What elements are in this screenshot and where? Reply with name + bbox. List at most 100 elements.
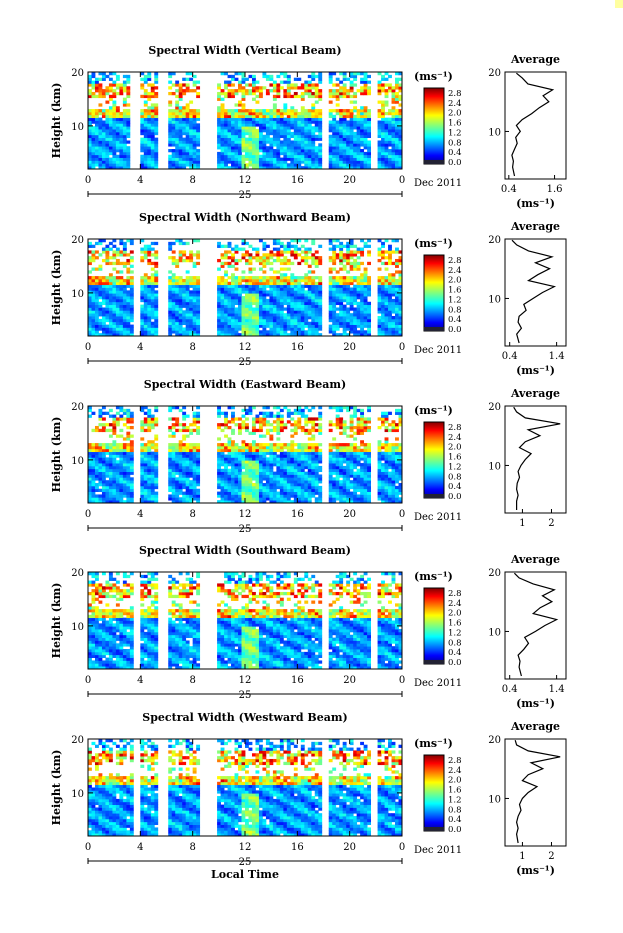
- heatmap-cell: [346, 143, 350, 146]
- heatmap-cell: [116, 463, 120, 466]
- heatmap-cell: [385, 152, 389, 155]
- heatmap-cell: [221, 121, 225, 124]
- heatmap-cell: [280, 290, 284, 293]
- heatmap-cell: [228, 477, 232, 480]
- heatmap-cell: [168, 149, 172, 152]
- heatmap-cell: [343, 146, 347, 149]
- heatmap-cell: [357, 112, 361, 115]
- heatmap-cell: [339, 109, 343, 112]
- heatmap-cell: [318, 121, 322, 124]
- heatmap-cell: [95, 457, 99, 460]
- heatmap-cell: [147, 409, 151, 412]
- heatmap-cell: [217, 83, 221, 86]
- heatmap-cell: [336, 325, 340, 328]
- heatmap-cell: [130, 443, 134, 446]
- heatmap-cell: [88, 313, 92, 316]
- heatmap-cell: [242, 288, 246, 291]
- heatmap-cell: [231, 412, 235, 415]
- heatmap-cell: [255, 115, 259, 118]
- heatmap-cell: [350, 112, 354, 115]
- heatmap-cell: [175, 118, 179, 121]
- heatmap-cell: [224, 469, 228, 472]
- heatmap-cell: [273, 327, 277, 330]
- heatmap-cell: [116, 443, 120, 446]
- heatmap-cell: [126, 78, 130, 81]
- heatmap-cell: [311, 132, 315, 135]
- heatmap-cell: [123, 132, 127, 135]
- heatmap-cell: [221, 118, 225, 121]
- heatmap-cell: [140, 477, 144, 480]
- heatmap-cell: [255, 143, 259, 146]
- heatmap-cell: [385, 95, 389, 98]
- heatmap-cell: [262, 129, 266, 132]
- x-tick-label: 16: [291, 342, 304, 353]
- heatmap-cell: [381, 163, 385, 166]
- heatmap-cell: [221, 279, 225, 282]
- heatmap-cell: [378, 92, 382, 95]
- heatmap-cell: [357, 132, 361, 135]
- colorbar-tick-label: 2.4: [448, 266, 462, 276]
- heatmap-cell: [311, 322, 315, 325]
- heatmap-cell: [179, 126, 183, 129]
- heatmap-cell: [193, 138, 197, 141]
- heatmap-cell: [144, 290, 148, 293]
- heatmap-cell: [235, 466, 239, 469]
- heatmap-cell: [266, 282, 270, 285]
- heatmap-cell: [242, 443, 246, 446]
- heatmap-cell: [144, 89, 148, 92]
- heatmap-cell: [126, 95, 130, 98]
- heatmap-cell: [168, 417, 172, 420]
- heatmap-cell: [255, 256, 259, 259]
- heatmap-cell: [105, 92, 109, 95]
- heatmap-cell: [329, 290, 333, 293]
- heatmap-cell: [98, 497, 102, 500]
- heatmap-cell: [273, 319, 277, 322]
- heatmap-cell: [144, 250, 148, 253]
- heatmap-cell: [154, 313, 158, 316]
- heatmap-cell: [88, 325, 92, 328]
- heatmap-cell: [168, 293, 172, 296]
- heatmap-cell: [126, 123, 130, 126]
- heatmap-cell: [339, 143, 343, 146]
- heatmap-cell: [196, 282, 200, 285]
- heatmap-cell: [123, 109, 127, 112]
- heatmap-cell: [290, 262, 294, 265]
- heatmap-cell: [378, 129, 382, 132]
- heatmap-cell: [360, 140, 364, 143]
- heatmap-cell: [102, 160, 106, 163]
- heatmap-cell: [221, 143, 225, 146]
- heatmap-cell: [196, 480, 200, 483]
- heatmap-cell: [235, 163, 239, 166]
- heatmap-cell: [280, 305, 284, 308]
- heatmap-cell: [175, 486, 179, 489]
- heatmap-cell: [147, 480, 151, 483]
- heatmap-cell: [154, 452, 158, 455]
- heatmap-cell: [357, 282, 361, 285]
- colorbar: [424, 88, 444, 164]
- heatmap-cell: [98, 313, 102, 316]
- heatmap-cell: [217, 455, 221, 458]
- heatmap-cell: [311, 106, 315, 109]
- heatmap-cell: [196, 474, 200, 477]
- heatmap-cell: [242, 149, 246, 152]
- heatmap-cell: [109, 457, 113, 460]
- heatmap-cell: [154, 106, 158, 109]
- heatmap-cell: [385, 135, 389, 138]
- heatmap-cell: [297, 135, 301, 138]
- heatmap-cell: [109, 98, 113, 101]
- heatmap-cell: [189, 480, 193, 483]
- heatmap-cell: [119, 415, 123, 418]
- heatmap-cell: [105, 429, 109, 432]
- heatmap-cell: [126, 460, 130, 463]
- heatmap-cell: [364, 89, 368, 92]
- heatmap-cell: [255, 293, 259, 296]
- heatmap-cell: [346, 123, 350, 126]
- heatmap-cell: [301, 140, 305, 143]
- heatmap-cell: [248, 290, 252, 293]
- heatmap-cell: [105, 112, 109, 115]
- heatmap-cell: [182, 480, 186, 483]
- heatmap-cell: [95, 129, 99, 132]
- heatmap-cell: [346, 253, 350, 256]
- heatmap-cell: [287, 296, 291, 299]
- heatmap-cell: [151, 426, 155, 429]
